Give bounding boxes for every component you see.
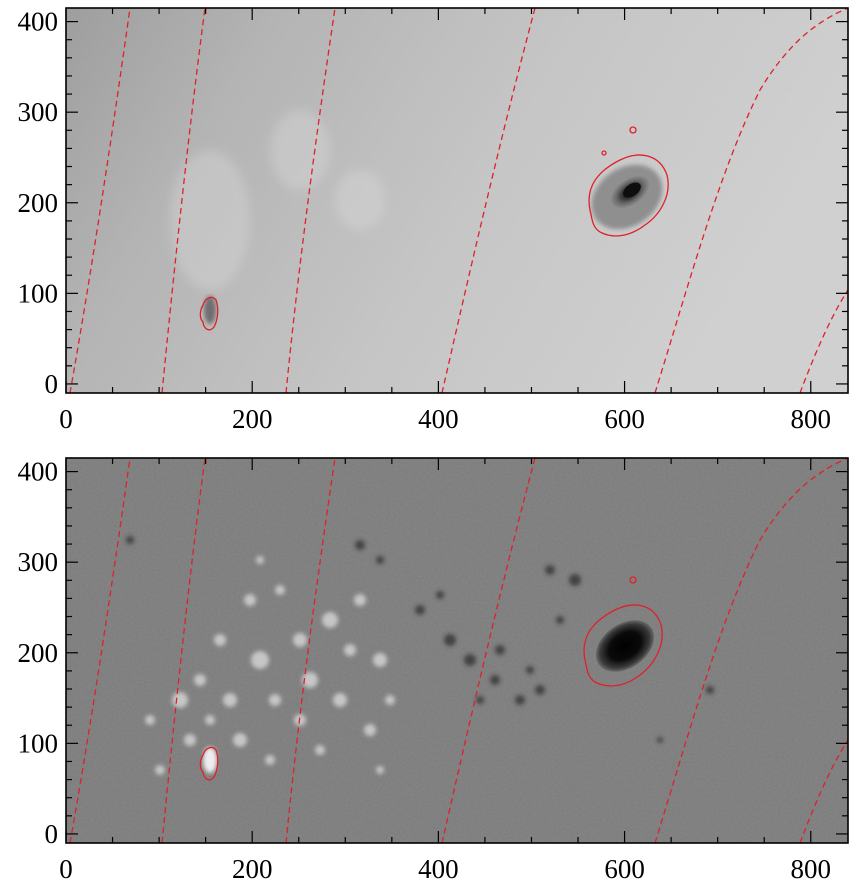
x-tick-label: 600 xyxy=(604,854,645,884)
continuum-panel: 0 200 400 600 800 0 100 200 300 400 xyxy=(18,7,849,434)
x-tick-label: 0 xyxy=(59,404,73,434)
x-tick-label: 0 xyxy=(59,854,73,884)
y-tick-label: 200 xyxy=(18,188,59,218)
magnetogram-frame xyxy=(65,457,849,844)
y-tick-label: 300 xyxy=(18,97,59,127)
x-tick-label: 400 xyxy=(418,404,459,434)
x-tick-label: 200 xyxy=(232,854,273,884)
longitude-lines xyxy=(69,8,848,393)
spot-contours xyxy=(199,576,663,781)
continuum-image xyxy=(66,8,848,393)
spot-contours xyxy=(199,126,669,331)
y-tick-label: 100 xyxy=(18,728,59,758)
y-tick-label: 400 xyxy=(18,7,59,37)
magnetogram-x-tick-labels: 0 200 400 600 800 xyxy=(59,854,831,884)
continuum-frame xyxy=(65,7,849,394)
magnetogram-ticks xyxy=(65,458,848,843)
positive-plage xyxy=(145,556,395,775)
magnetogram-y-tick-labels: 0 100 200 300 400 xyxy=(18,457,59,849)
y-tick-label: 0 xyxy=(45,369,59,399)
y-tick-label: 200 xyxy=(18,638,59,668)
negative-network xyxy=(126,536,714,743)
x-tick-label: 400 xyxy=(418,854,459,884)
continuum-ticks xyxy=(65,8,848,393)
x-tick-label: 600 xyxy=(604,404,645,434)
continuum-x-tick-labels: 0 200 400 600 800 xyxy=(59,404,831,434)
x-tick-label: 800 xyxy=(791,854,832,884)
y-tick-label: 100 xyxy=(18,278,59,308)
y-tick-label: 400 xyxy=(18,457,59,487)
y-tick-label: 0 xyxy=(45,819,59,849)
x-tick-label: 200 xyxy=(232,404,273,434)
magnetogram-panel: 0 200 400 600 800 0 100 200 300 400 xyxy=(18,457,849,884)
y-tick-label: 300 xyxy=(18,547,59,577)
longitude-lines xyxy=(69,458,848,843)
x-tick-label: 800 xyxy=(791,404,832,434)
magnetogram-image xyxy=(66,458,848,843)
continuum-y-tick-labels: 0 100 200 300 400 xyxy=(18,7,59,399)
